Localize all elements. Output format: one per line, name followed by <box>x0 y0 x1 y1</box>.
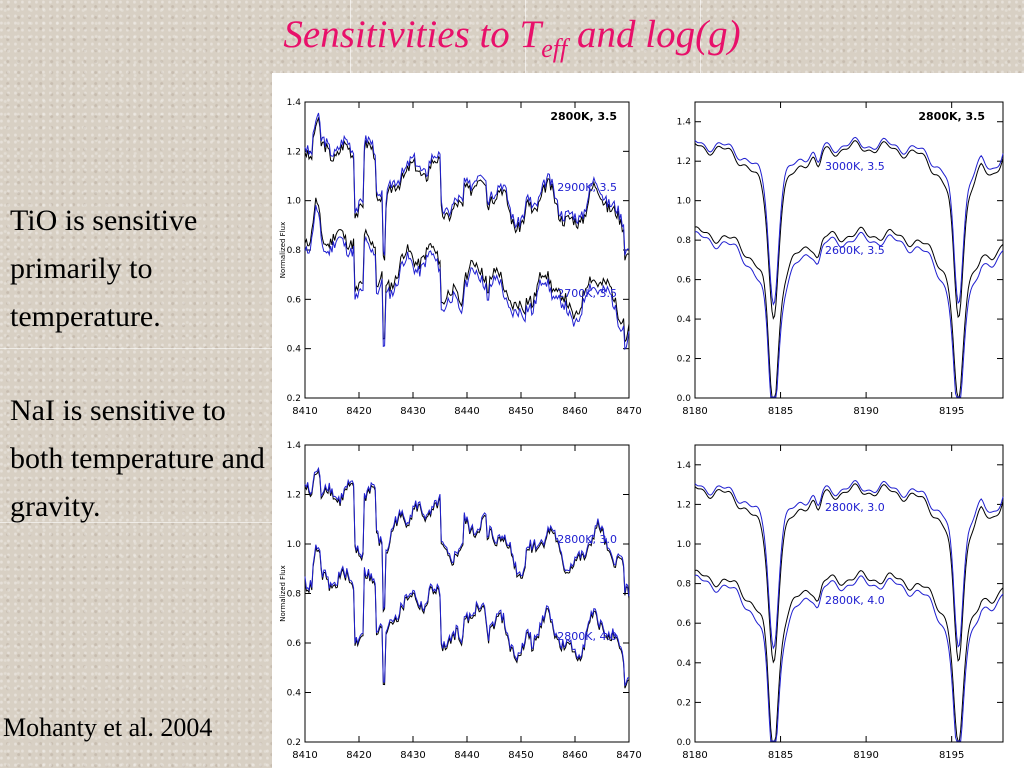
bg-divider <box>0 348 272 349</box>
slide-title: Sensitivities to Teff and log(g) <box>0 10 1024 74</box>
y-tick-label: 1.0 <box>287 540 302 550</box>
chart-nai-logg: 0.0 0.2 0.4 0.6 0.8 1.0 1.2 1.4 8180 8185 8190 8195… <box>677 444 1004 761</box>
title-main: Sensitivities to T <box>283 13 542 56</box>
series-line <box>304 547 630 689</box>
x-tick-label: 8430 <box>400 406 425 417</box>
series-label: 2600K, 3.5 <box>825 244 885 257</box>
bg-divider <box>350 0 351 73</box>
x-tick-label: 8190 <box>853 750 878 761</box>
x-tick-label: 8195 <box>939 406 964 417</box>
series-line <box>304 466 630 611</box>
series-line <box>304 112 630 256</box>
series-line <box>694 574 1004 742</box>
y-tick-label: 0.0 <box>677 738 692 748</box>
series-line <box>694 483 1004 664</box>
y-tick-label: 1.4 <box>287 98 302 108</box>
y-tick-label: 0.2 <box>287 738 301 748</box>
y-tick-label: 1.2 <box>287 147 301 157</box>
y-tick-label: 1.2 <box>677 157 691 167</box>
y-tick-label: 0.6 <box>677 619 692 629</box>
series-label: 2800K, 3.0 <box>825 501 885 514</box>
series-line <box>694 136 1004 306</box>
x-tick-label: 8410 <box>292 750 317 761</box>
y-tick-label: 1.2 <box>677 500 691 510</box>
y-tick-label: 0.2 <box>287 394 301 404</box>
series-label: 3000K, 3.5 <box>825 160 885 173</box>
x-tick-label: 8410 <box>292 406 317 417</box>
x-tick-label: 8420 <box>346 750 371 761</box>
y-tick-label: 0.4 <box>287 689 302 699</box>
y-tick-label: 0.6 <box>287 639 302 649</box>
bg-divider <box>525 0 526 73</box>
x-tick-label: 8460 <box>562 750 587 761</box>
figure-panel: 0.2 0.4 0.6 0.8 1.0 1.2 1.4 8410 8420 8430 8440 845… <box>272 73 1024 768</box>
x-tick-label: 8440 <box>454 750 479 761</box>
x-tick-label: 8440 <box>454 406 479 417</box>
y-tick-label: 1.0 <box>287 197 302 207</box>
chart-tio-logg: 0.2 0.4 0.6 0.8 1.0 1.2 1.4 8410 8420 8430 8440 845… <box>279 441 642 761</box>
y-tick-label: 1.4 <box>677 118 692 128</box>
x-tick-label: 8185 <box>768 750 793 761</box>
series-label: 2800K, 4.0 <box>557 630 617 643</box>
series-label: 2700K, 3.5 <box>557 287 617 300</box>
y-tick-label: 0.8 <box>287 246 302 256</box>
x-tick-label: 8190 <box>853 406 878 417</box>
y-tick-label: 0.6 <box>677 276 692 286</box>
series-line <box>304 544 630 686</box>
y-tick-label: 1.0 <box>677 540 692 550</box>
series-label: 2800K, 3.5 <box>550 110 617 123</box>
x-tick-label: 8185 <box>768 406 793 417</box>
y-tick-label: 1.0 <box>677 197 692 207</box>
x-tick-label: 8450 <box>508 750 533 761</box>
bg-divider <box>0 522 272 523</box>
y-tick-label: 0.8 <box>677 236 692 246</box>
x-tick-label: 8470 <box>616 750 641 761</box>
y-tick-label: 1.4 <box>677 461 692 471</box>
y-axis-label: Normalized Flux <box>279 222 287 278</box>
series-label: 2800K, 4.0 <box>825 594 885 607</box>
bg-divider <box>700 0 701 73</box>
tio-text: TiO is sensitive primarily to temperatur… <box>10 204 198 333</box>
y-tick-label: 0.8 <box>677 580 692 590</box>
x-tick-label: 8180 <box>682 750 707 761</box>
plot-frame <box>694 444 1004 743</box>
title-subscript: eff <box>541 34 568 63</box>
y-tick-label: 0.0 <box>677 394 692 404</box>
series-line <box>694 226 1004 398</box>
series-label: 2800K, 3.5 <box>918 110 985 123</box>
series-line <box>694 569 1004 742</box>
chart-nai-teff: 0.0 0.2 0.4 0.6 0.8 1.0 1.2 1.4 8180 8185 8190 8195… <box>677 101 1004 417</box>
chart-tio-teff: 0.2 0.4 0.6 0.8 1.0 1.2 1.4 8410 8420 8430 8440 845… <box>279 98 642 417</box>
series-label: 2900K, 3.5 <box>557 181 617 194</box>
y-tick-label: 0.4 <box>677 659 692 669</box>
x-tick-label: 8180 <box>682 406 707 417</box>
y-tick-label: 0.4 <box>677 315 692 325</box>
y-tick-label: 0.4 <box>287 345 302 355</box>
series-label: 2800K, 3.0 <box>557 533 617 546</box>
series-line <box>304 197 630 343</box>
plot-frame <box>694 101 1004 399</box>
y-tick-label: 1.4 <box>287 441 302 451</box>
y-tick-label: 0.2 <box>677 698 691 708</box>
series-line <box>304 116 630 261</box>
y-tick-label: 1.2 <box>287 491 301 501</box>
x-tick-label: 8195 <box>939 750 964 761</box>
y-tick-label: 0.2 <box>677 355 691 365</box>
title-end: and log(g) <box>567 13 741 56</box>
x-tick-label: 8430 <box>400 750 425 761</box>
series-line <box>694 479 1004 650</box>
series-line <box>694 140 1004 320</box>
x-tick-label: 8420 <box>346 406 371 417</box>
y-axis-label: Normalized Flux <box>279 565 287 621</box>
series-line <box>304 205 630 351</box>
nai-text: NaI is sensitive to both temperature and… <box>10 394 265 523</box>
x-tick-label: 8460 <box>562 406 587 417</box>
y-tick-label: 0.6 <box>287 295 302 305</box>
spectra-figure: 0.2 0.4 0.6 0.8 1.0 1.2 1.4 8410 8420 8430 8440 845… <box>279 98 1004 761</box>
x-tick-label: 8450 <box>508 406 533 417</box>
citation: Mohanty et al. 2004 <box>3 713 213 742</box>
y-tick-label: 0.8 <box>287 590 302 600</box>
series-line <box>694 231 1004 398</box>
x-tick-label: 8470 <box>616 406 641 417</box>
